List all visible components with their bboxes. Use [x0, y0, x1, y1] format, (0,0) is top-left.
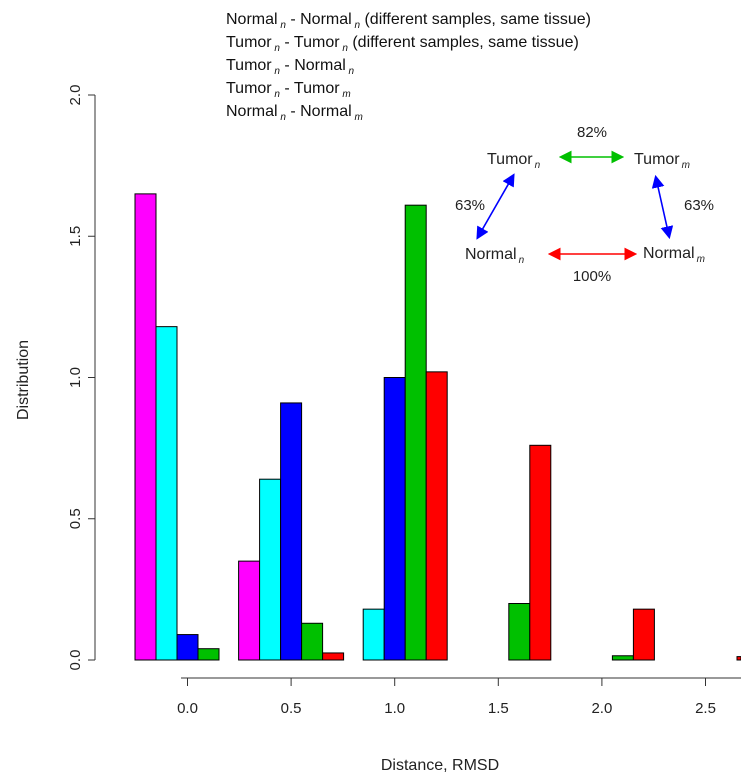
bar	[611, 655, 634, 661]
bar	[632, 608, 655, 661]
bar	[736, 656, 741, 661]
edge-left-tumor-normal-arrow	[476, 173, 515, 240]
bar	[176, 634, 199, 661]
node-normal-m: Normal m	[643, 245, 705, 265]
x-axis: 0.0 0.5 1.0 1.5 2.0 2.5	[177, 677, 741, 717]
relationship-diagram: Tumor n Tumor m Normal n Normal m 82% 63% 63…	[455, 124, 714, 285]
x-tick-label: 0.5	[281, 700, 302, 717]
edge-right-percent: 63%	[684, 197, 714, 214]
node-tumor-n: Tumor n	[487, 151, 541, 171]
legend-entry: Normal n - Normal m	[226, 103, 363, 123]
y-axis-title: Distribution	[15, 340, 32, 420]
x-axis-title: Distance, RMSD	[381, 757, 499, 774]
y-axis: 0.0 0.5 1.0 1.5 2.0	[67, 85, 96, 671]
bar	[529, 444, 552, 661]
x-tick-label: 2.0	[591, 700, 612, 717]
y-tick-label: 0.5	[67, 508, 84, 529]
y-tick-label: 0.0	[67, 650, 84, 671]
bar	[238, 560, 261, 661]
bar	[134, 193, 157, 661]
bar	[383, 377, 406, 661]
bar	[425, 371, 448, 661]
x-tick-label: 1.5	[488, 700, 509, 717]
bar	[508, 603, 531, 661]
edge-bottom-percent: 100%	[573, 268, 611, 285]
bar	[301, 622, 324, 661]
legend-entry: Tumor n - Tumor n (different samples, sa…	[226, 34, 579, 54]
edge-right-tumor-normal-arrow	[651, 174, 674, 240]
y-tick-label: 2.0	[67, 85, 84, 106]
y-tick-label: 1.0	[67, 367, 84, 388]
bar	[322, 652, 345, 661]
bar	[404, 204, 427, 661]
x-tick-label: 2.5	[695, 700, 716, 717]
bar	[259, 478, 282, 661]
chart-legend: Normal n - Normal n (different samples, …	[226, 11, 591, 123]
edge-left-percent: 63%	[455, 197, 485, 214]
bar	[362, 608, 385, 661]
node-tumor-m: Tumor m	[634, 151, 690, 171]
bars	[134, 193, 741, 661]
bar	[155, 326, 178, 661]
edge-top-percent: 82%	[577, 124, 607, 141]
node-normal-n: Normal n	[465, 246, 525, 266]
legend-entry: Normal n - Normal n (different samples, …	[226, 11, 591, 31]
y-tick-label: 1.5	[67, 226, 84, 247]
legend-entry: Tumor n - Tumor m	[226, 80, 351, 100]
x-tick-label: 1.0	[384, 700, 405, 717]
legend-entry: Tumor n - Normal n	[226, 57, 355, 77]
x-tick-label: 0.0	[177, 700, 198, 717]
bar	[197, 648, 220, 661]
bar	[280, 402, 303, 661]
